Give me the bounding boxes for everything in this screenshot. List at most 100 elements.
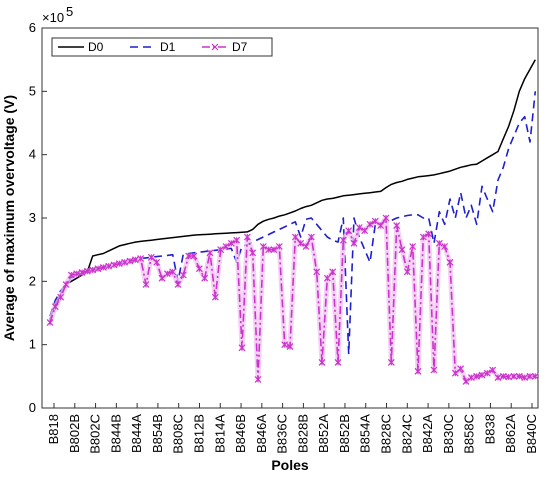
legend: D0 D1 D7 bbox=[51, 37, 273, 57]
x-tick-label: B844A bbox=[129, 414, 144, 453]
series-d7-marker bbox=[302, 243, 310, 250]
series-d7-marker bbox=[233, 236, 241, 244]
x-tick-label: B828B bbox=[295, 414, 310, 453]
series-d7-marker bbox=[94, 265, 102, 273]
y-tick-label: 1 bbox=[29, 337, 36, 352]
series-d7-marker bbox=[211, 293, 219, 301]
series-d7-marker bbox=[126, 257, 134, 265]
series-d7-marker bbox=[46, 319, 54, 326]
x-tick-label: B852A bbox=[316, 414, 331, 453]
series-d7-marker bbox=[377, 222, 385, 230]
series-d7-marker bbox=[483, 369, 491, 377]
x-axis: B818 B802B B802C B844B B844A B854B B808C B812B B… bbox=[46, 403, 539, 454]
series-line-d0 bbox=[49, 59, 536, 320]
y-tick-label: 6 bbox=[29, 20, 36, 35]
series-d7-marker bbox=[238, 344, 246, 352]
y-tick-label: 5 bbox=[29, 83, 36, 98]
y-tick-label: 2 bbox=[29, 273, 36, 288]
x-tick-label: B808C bbox=[171, 414, 186, 454]
series-d7-marker bbox=[313, 268, 321, 276]
y-axis-title: Average of maximum overvoltage (V) bbox=[1, 95, 17, 341]
series-d7-marker bbox=[329, 268, 337, 276]
series-d7-marker bbox=[297, 239, 305, 247]
series-d7-marker bbox=[307, 233, 315, 241]
series-d7-marker bbox=[441, 243, 449, 250]
series-d7-marker bbox=[457, 365, 465, 373]
series-d7-marker bbox=[435, 239, 443, 247]
series-d7-marker bbox=[222, 243, 230, 250]
y-tick-label: 4 bbox=[29, 147, 36, 162]
x-tick-label: B828C bbox=[379, 414, 394, 454]
series-d7-marker bbox=[494, 374, 502, 382]
series-d7-marker bbox=[89, 266, 97, 274]
series-d7-marker bbox=[382, 214, 390, 222]
x-tick-label: B824C bbox=[399, 414, 414, 454]
y-axis: 0 1 2 3 4 5 6 bbox=[29, 20, 47, 415]
x-tick-label: B812B bbox=[191, 414, 206, 453]
series-d7-marker bbox=[83, 267, 91, 275]
x-tick-label: B802C bbox=[88, 414, 103, 454]
x-tick-label: B854A bbox=[358, 414, 373, 453]
series-d7-marker bbox=[57, 293, 65, 301]
series-d7-marker bbox=[185, 252, 193, 260]
series-d7-marker bbox=[265, 246, 273, 254]
y-exponent-power: 5 bbox=[66, 4, 73, 19]
x-tick-label: B846B bbox=[233, 414, 248, 453]
series-d7-marker bbox=[366, 220, 374, 228]
x-tick-label: B814A bbox=[212, 414, 227, 453]
series-d7-marker bbox=[489, 366, 497, 374]
legend-box bbox=[51, 37, 273, 57]
series-d7-marker bbox=[51, 303, 59, 311]
x-tick-label: B846A bbox=[254, 414, 269, 453]
series-d7-marker bbox=[78, 269, 86, 276]
series-d7-marker bbox=[371, 217, 379, 225]
series-d7-marker bbox=[345, 227, 353, 235]
series-d7-marker bbox=[179, 271, 187, 279]
series-d7-marker bbox=[451, 369, 459, 377]
x-tick-label: B862A bbox=[503, 414, 518, 453]
x-tick-label: B802B bbox=[67, 414, 82, 453]
series-d7-marker bbox=[414, 367, 422, 375]
series-d7-marker bbox=[195, 265, 203, 273]
series-d7-marker bbox=[398, 246, 406, 254]
series-d7-marker bbox=[291, 233, 299, 241]
series-d7-marker bbox=[62, 281, 70, 288]
series-d7-marker bbox=[169, 268, 177, 276]
series-d7-marker bbox=[99, 263, 107, 271]
x-tick-label: B842A bbox=[420, 414, 435, 453]
series-d7-marker bbox=[323, 274, 331, 282]
x-tick-label: B840C bbox=[524, 414, 539, 454]
series-d7-marker bbox=[201, 274, 209, 282]
series-d7-marker bbox=[227, 239, 235, 247]
series-d7-marker bbox=[105, 262, 113, 270]
series-d7-marker bbox=[206, 249, 214, 257]
series-d7-marker bbox=[153, 258, 161, 266]
series-d7-marker bbox=[137, 255, 145, 262]
series-d7-marker bbox=[473, 372, 481, 380]
series-d7-marker bbox=[67, 271, 75, 279]
series-d7-marker bbox=[270, 246, 278, 254]
series-d7-marker bbox=[254, 376, 262, 383]
series-d7-marker bbox=[339, 236, 347, 244]
series-d7-marker bbox=[521, 374, 529, 382]
x-tick-label: B858C bbox=[462, 414, 477, 454]
series-d7-marker bbox=[510, 372, 518, 380]
series-d7-marker bbox=[121, 258, 129, 266]
series-d7-marker bbox=[387, 358, 395, 366]
series-d7-marker bbox=[217, 246, 225, 254]
series-d7-marker bbox=[158, 274, 166, 282]
series-d7-marker bbox=[286, 343, 294, 350]
x-axis-title: Poles bbox=[271, 457, 309, 473]
y-tick-label: 0 bbox=[29, 400, 36, 415]
series-d7-marker bbox=[163, 270, 171, 278]
legend-label-d7: D7 bbox=[232, 40, 248, 54]
series-d7-marker bbox=[243, 233, 251, 241]
series-d7-marker bbox=[393, 222, 401, 230]
x-tick-label: B852B bbox=[337, 414, 352, 453]
series-d7-marker bbox=[334, 358, 342, 366]
y-tick-label: 3 bbox=[29, 210, 36, 225]
series-d7-marker bbox=[355, 224, 363, 231]
series-d7-marker bbox=[281, 341, 289, 349]
x-tick-label: B854B bbox=[150, 414, 165, 453]
